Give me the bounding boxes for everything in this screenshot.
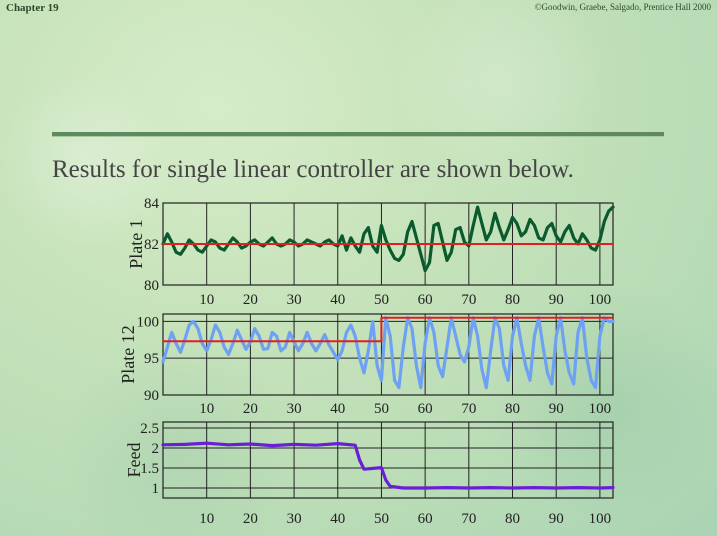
plate-1-xtick-label: 100 bbox=[589, 292, 612, 308]
chapter-label: Chapter 19 bbox=[6, 2, 59, 14]
plate-12-xtick-label: 20 bbox=[243, 401, 258, 417]
plate-1-ytick-label: 84 bbox=[144, 196, 160, 212]
feed-ytick-label: 1 bbox=[152, 481, 160, 497]
plate-1-xtick-label: 40 bbox=[330, 292, 345, 308]
slide-headline: Results for single linear controller are… bbox=[52, 156, 574, 183]
plate-1-xtick-label: 50 bbox=[374, 292, 389, 308]
feed-xtick-label: 90 bbox=[549, 511, 564, 527]
plate-1-xtick-label: 10 bbox=[199, 292, 214, 308]
plate-12-ytick-label: 95 bbox=[144, 351, 159, 367]
plate-12-xtick-label: 30 bbox=[287, 401, 302, 417]
plate-1-ytick-label: 82 bbox=[144, 237, 159, 253]
feed-xtick-label: 20 bbox=[243, 511, 258, 527]
plate-12-xtick-label: 80 bbox=[505, 401, 520, 417]
feed-xtick-label: 50 bbox=[374, 511, 389, 527]
plate-12-xtick-label: 50 bbox=[374, 401, 389, 417]
plate-1-ylabel: Plate 1 bbox=[126, 219, 146, 269]
plate-12-xtick-label: 60 bbox=[418, 401, 433, 417]
feed-ytick-label: 2.5 bbox=[140, 421, 159, 437]
feed-xtick-label: 80 bbox=[505, 511, 520, 527]
feed-ytick-label: 2 bbox=[152, 441, 160, 457]
plate-12-xtick-label: 40 bbox=[330, 401, 345, 417]
plate-1-xtick-label: 30 bbox=[287, 292, 302, 308]
feed-ylabel: Feed bbox=[124, 443, 144, 478]
feed-frame bbox=[162, 421, 614, 499]
feed-xtick-label: 10 bbox=[199, 511, 214, 527]
plate-12-ylabel: Plate 12 bbox=[118, 325, 138, 384]
plate-1-xtick-label: 70 bbox=[461, 292, 476, 308]
plate-12-xtick-label: 70 bbox=[461, 401, 476, 417]
copyright-notice: ©Goodwin, Graebe, Salgado, Prentice Hall… bbox=[534, 2, 711, 12]
plate-12-ytick-label: 90 bbox=[144, 388, 159, 404]
plate-1-xtick-label: 60 bbox=[418, 292, 433, 308]
plate-1-chart: 10 20 30 40 50 60 70 80 90 100 80 82 84 Plate 1 bbox=[126, 196, 615, 308]
plate-1-ytick-label: 80 bbox=[144, 278, 159, 294]
plate-12-response-line bbox=[161, 316, 615, 390]
feed-xtick-label: 100 bbox=[589, 511, 612, 527]
plate-1-xtick-label: 20 bbox=[243, 292, 258, 308]
feed-xtick-label: 60 bbox=[418, 511, 433, 527]
plate-12-xtick-label: 100 bbox=[589, 401, 612, 417]
feed-xtick-label: 70 bbox=[461, 511, 476, 527]
plate-1-xtick-label: 80 bbox=[505, 292, 520, 308]
plate-12-xtick-label: 10 bbox=[199, 401, 214, 417]
feed-response-line bbox=[161, 441, 615, 490]
feed-chart: 10 20 30 40 50 60 70 80 90 100 1 1.5 2 2.5 Feed bbox=[124, 421, 615, 527]
feed-xtick-label: 30 bbox=[287, 511, 302, 527]
title-divider bbox=[52, 132, 664, 136]
feed-xtick-label: 40 bbox=[330, 511, 345, 527]
feed-ytick-label: 1.5 bbox=[140, 461, 159, 477]
plate-12-xtick-label: 90 bbox=[549, 401, 564, 417]
plate-1-xtick-label: 90 bbox=[549, 292, 564, 308]
plate-1-response-line bbox=[161, 205, 615, 273]
plate-12-ytick-label: 100 bbox=[137, 314, 160, 330]
plate-12-setpoint-line bbox=[162, 316, 614, 343]
